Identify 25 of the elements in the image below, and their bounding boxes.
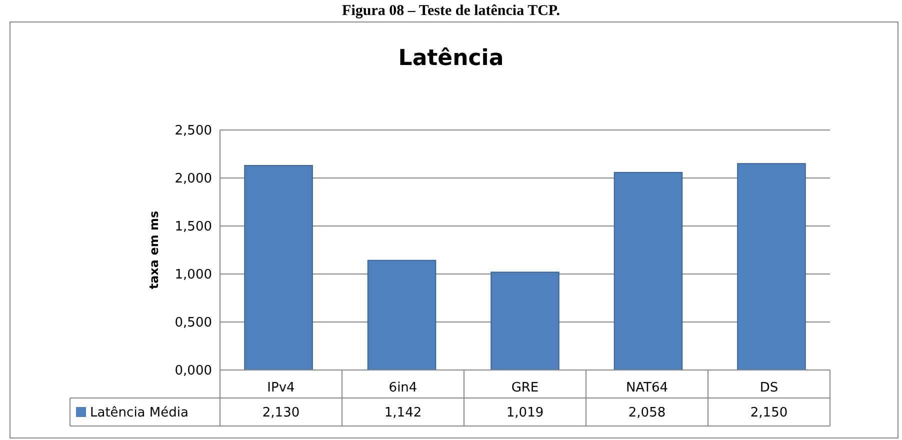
bar	[244, 165, 313, 370]
legend-label: Latência Média	[90, 406, 188, 421]
x-tick-label: IPv4	[267, 380, 295, 396]
y-axis-title: taxa em ms	[147, 210, 161, 290]
y-tick-label: 0,000	[174, 364, 212, 379]
data-label: 2,130	[262, 406, 300, 421]
bar	[490, 272, 560, 370]
data-label: 1,019	[506, 406, 544, 421]
data-label: 1,142	[384, 406, 422, 421]
bar	[614, 172, 683, 370]
y-tick-label: 0,500	[174, 316, 212, 331]
y-tick-label: 1,500	[174, 220, 212, 235]
data-label: 2,150	[750, 406, 788, 421]
y-tick-label: 2,500	[174, 124, 212, 139]
x-tick-label: DS	[760, 380, 778, 396]
x-tick-label: 6in4	[388, 380, 418, 396]
bar	[737, 163, 806, 370]
x-tick-label: GRE	[511, 380, 539, 396]
y-tick-label: 1,000	[174, 268, 212, 283]
data-label: 2,058	[628, 406, 666, 421]
x-tick-label: NAT64	[626, 380, 668, 396]
bar	[367, 260, 436, 370]
text: Figura 08 – Teste de latência TCP.	[342, 3, 560, 19]
chart-title: Latência	[398, 46, 504, 71]
y-tick-label: 2,000	[174, 172, 212, 187]
